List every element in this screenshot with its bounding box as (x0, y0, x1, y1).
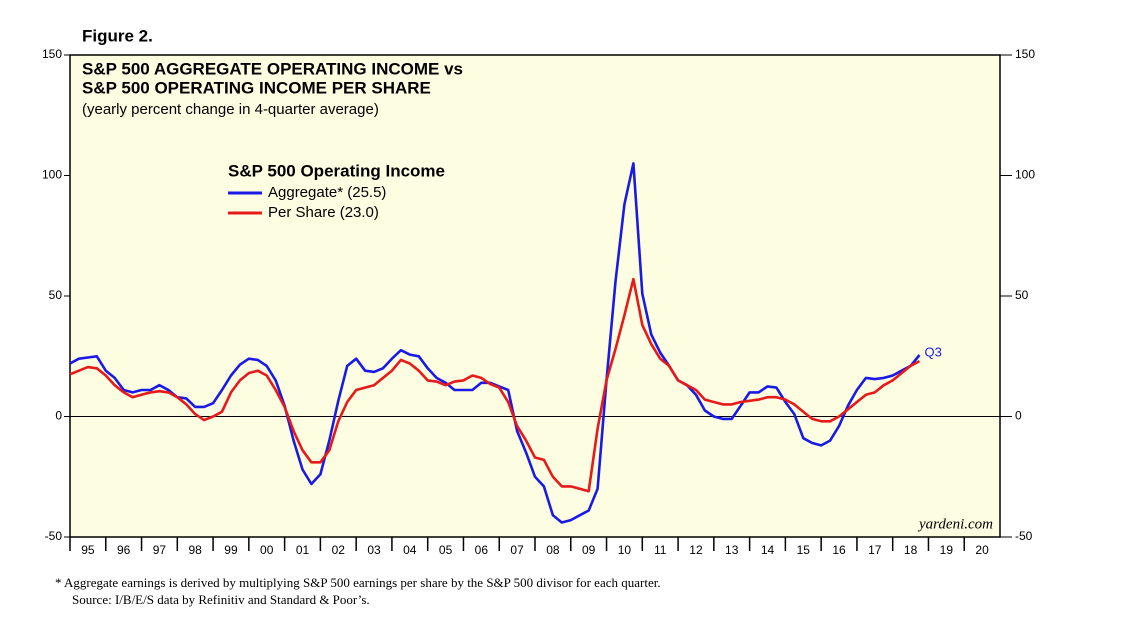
watermark: yardeni.com (917, 516, 993, 532)
x-tick-label: 98 (189, 543, 203, 557)
legend-title: S&P 500 Operating Income (228, 161, 445, 180)
y2-tick-label: 150 (1015, 47, 1035, 61)
x-tick-label: 06 (475, 543, 489, 557)
x-tick-label: 96 (117, 543, 131, 557)
x-tick-label: 08 (546, 543, 560, 557)
x-tick-label: 99 (224, 543, 238, 557)
y-tick-label: 100 (42, 168, 62, 182)
footnote: Source: I/B/E/S data by Refinitiv and St… (72, 592, 370, 607)
x-tick-label: 12 (689, 543, 703, 557)
x-tick-label: 95 (81, 543, 95, 557)
plot-area (69, 54, 1001, 538)
x-tick-label: 03 (367, 543, 381, 557)
x-tick-label: 01 (296, 543, 310, 557)
y2-tick-label: 100 (1015, 168, 1035, 182)
x-tick-label: 13 (725, 543, 739, 557)
x-tick-label: 17 (868, 543, 882, 557)
x-tick-label: 04 (403, 543, 417, 557)
legend-label: Per Share (23.0) (268, 204, 379, 221)
x-tick-label: 14 (761, 543, 775, 557)
x-tick-label: 02 (332, 543, 346, 557)
x-tick-label: 09 (582, 543, 596, 557)
chart-title: S&P 500 OPERATING INCOME PER SHARE (82, 78, 431, 97)
x-tick-label: 19 (940, 543, 954, 557)
footnote: * Aggregate earnings is derived by multi… (55, 575, 661, 590)
x-tick-label: 16 (832, 543, 846, 557)
y-tick-label: 0 (55, 409, 62, 423)
y2-tick-label: 0 (1015, 409, 1022, 423)
x-tick-label: 20 (975, 543, 989, 557)
annotation: Q3 (925, 344, 942, 359)
y2-tick-label: -50 (1015, 529, 1033, 543)
x-tick-label: 07 (510, 543, 524, 557)
line (69, 277, 921, 493)
x-tick-label: 97 (153, 543, 167, 557)
x-tick-label: 00 (260, 543, 274, 557)
x-tick-label: 10 (618, 543, 632, 557)
y-tick-label: -50 (45, 529, 63, 543)
x-tick-label: 18 (904, 543, 918, 557)
x-tick-label: 11 (654, 543, 667, 557)
y-tick-label: 50 (49, 288, 63, 302)
x-tick-label: 05 (439, 543, 453, 557)
x-tick-label: 15 (797, 543, 811, 557)
figure-label: Figure 2. (82, 26, 153, 45)
legend-label: Aggregate* (25.5) (268, 184, 386, 201)
y-tick-label: 150 (42, 47, 62, 61)
chart-title: S&P 500 AGGREGATE OPERATING INCOME vs (82, 59, 463, 78)
y2-tick-label: 50 (1015, 288, 1029, 302)
chart-subtitle: (yearly percent change in 4-quarter aver… (82, 101, 379, 118)
